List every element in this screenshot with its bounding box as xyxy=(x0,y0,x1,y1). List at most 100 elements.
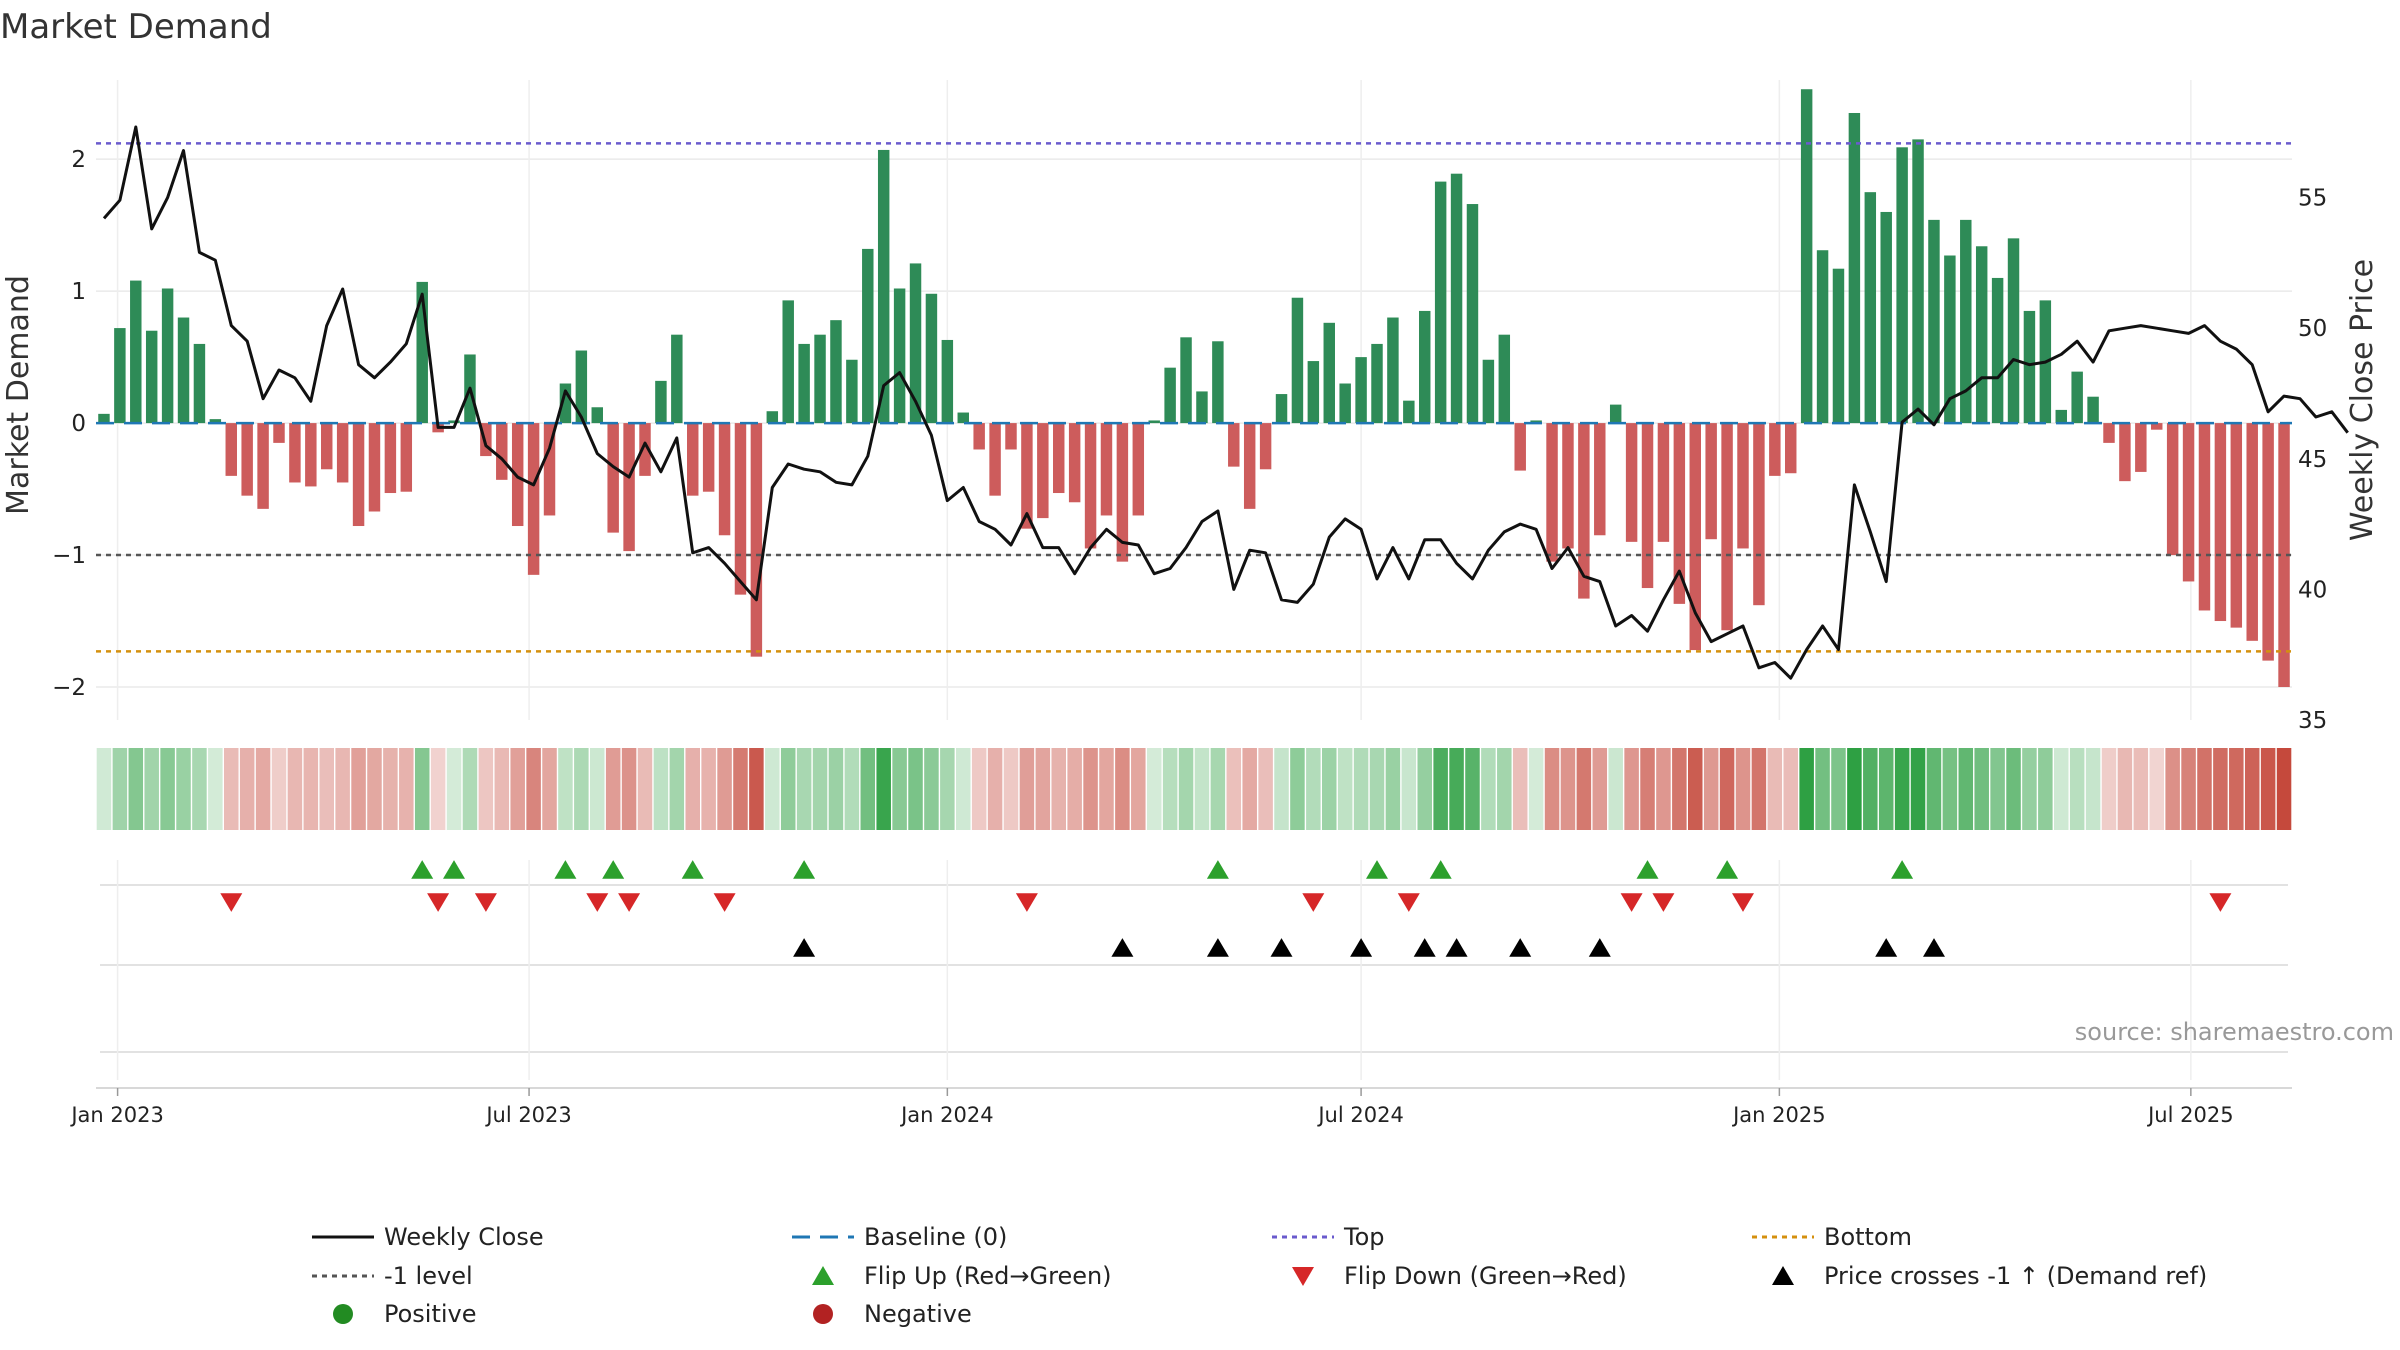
demand-bar-negative xyxy=(1594,423,1606,536)
legend-label-top: Top xyxy=(1343,1223,1385,1251)
demand-bar-negative xyxy=(511,423,524,527)
demand-bar-negative xyxy=(973,423,985,450)
heat-cell xyxy=(574,748,589,830)
heat-cell xyxy=(1067,748,1082,830)
heat-cell xyxy=(1942,748,1958,830)
heat-cell xyxy=(1162,748,1178,830)
heat-cell xyxy=(1767,748,1783,830)
heat-cell xyxy=(605,748,621,830)
legend-swatch-positive xyxy=(333,1304,353,1324)
demand-bar-positive xyxy=(1434,181,1447,424)
heat-cell xyxy=(1401,748,1417,830)
demand-bar-positive xyxy=(575,350,588,424)
heat-cell xyxy=(1576,748,1592,830)
legend-label-positive: Positive xyxy=(384,1300,477,1328)
heat-cell xyxy=(1863,748,1878,830)
flip-down-marker xyxy=(1302,893,1325,912)
heat-cell xyxy=(542,748,557,830)
flip-up-marker xyxy=(602,860,625,879)
heat-cell xyxy=(1497,748,1512,830)
heat-cell xyxy=(1083,748,1098,830)
heat-cell xyxy=(1194,748,1210,830)
legend-label-baseline: Baseline (0) xyxy=(864,1223,1007,1251)
heat-cell xyxy=(1369,748,1385,830)
price-cross-marker xyxy=(1111,938,1134,957)
flip-down-marker xyxy=(427,893,450,912)
heat-cell xyxy=(940,748,955,830)
heat-cell xyxy=(383,748,398,830)
heat-cell xyxy=(1512,748,1528,830)
price-cross-marker xyxy=(1923,938,1945,957)
y-axis-label-left: Market Demand xyxy=(1,275,36,515)
heat-cell xyxy=(478,748,494,830)
heat-cell xyxy=(685,748,700,830)
demand-bar-positive xyxy=(1291,297,1304,424)
flip-down-marker xyxy=(618,893,641,912)
legend-swatch-flip-down xyxy=(1292,1267,1314,1286)
demand-bar-negative xyxy=(1514,423,1526,471)
heat-cell xyxy=(1178,748,1194,830)
demand-bar-negative xyxy=(1578,423,1590,599)
legend-label-weekly-close: Weekly Close xyxy=(384,1223,544,1251)
heat-cell xyxy=(2038,748,2053,830)
flip-up-marker xyxy=(1716,860,1739,879)
demand-bar-positive xyxy=(1403,400,1415,424)
heat-cell xyxy=(144,748,159,830)
x-tick-label: Jan 2025 xyxy=(1731,1103,1826,1127)
demand-bar-negative xyxy=(1021,423,1033,529)
heat-cell xyxy=(701,748,716,830)
heat-cell xyxy=(2022,748,2037,830)
heat-cell xyxy=(717,748,732,830)
heat-cell xyxy=(1322,748,1337,830)
heat-cell xyxy=(1226,748,1242,830)
demand-bar-negative xyxy=(1005,423,1017,450)
demand-bar-negative xyxy=(2135,423,2147,472)
flip-up-marker xyxy=(1429,860,1452,879)
heat-cell xyxy=(908,748,923,830)
heat-cell xyxy=(399,748,414,830)
heat-cell xyxy=(2069,748,2085,830)
heat-cell xyxy=(1337,748,1353,830)
heat-cell xyxy=(1353,748,1369,830)
heat-cell xyxy=(1528,748,1544,830)
flip-up-marker xyxy=(1206,860,1229,879)
demand-bar-negative xyxy=(1769,423,1781,476)
demand-bar-positive xyxy=(193,343,206,424)
demand-bar-positive xyxy=(941,339,954,424)
heat-cell xyxy=(780,748,796,830)
heat-cell xyxy=(1592,748,1608,830)
heat-cell xyxy=(653,748,669,830)
demand-bar-positive xyxy=(114,328,126,424)
demand-bar-negative xyxy=(1228,423,1240,467)
heat-cell xyxy=(1306,748,1321,830)
demand-bar-negative xyxy=(336,423,349,483)
demand-bar-negative xyxy=(734,423,747,595)
heat-cell xyxy=(526,748,541,830)
demand-bar-negative xyxy=(480,423,492,457)
demand-bar-positive xyxy=(2055,409,2067,424)
flip-down-marker xyxy=(2209,893,2232,912)
demand-bar-negative xyxy=(989,423,1001,496)
demand-bar-negative xyxy=(1657,423,1670,542)
demand-bar-positive xyxy=(1196,391,1208,424)
y-axis-label-right: Weekly Close Price xyxy=(2345,259,2380,541)
x-tick-label: Jan 2023 xyxy=(69,1103,164,1127)
demand-bar-negative xyxy=(496,423,508,480)
demand-bar-negative xyxy=(368,423,381,512)
demand-bar-positive xyxy=(925,293,938,424)
demand-bar-positive xyxy=(1307,361,1320,424)
demand-bar-positive xyxy=(1944,255,1956,424)
demand-bar-positive xyxy=(1991,277,2004,424)
heat-cell xyxy=(1035,748,1051,830)
demand-bar-positive xyxy=(1371,343,1383,424)
demand-bar-negative xyxy=(305,423,317,487)
heat-cell xyxy=(1735,748,1751,830)
legend-label-flip-up: Flip Up (Red→Green) xyxy=(864,1262,1112,1290)
demand-bar-negative xyxy=(750,423,763,657)
heat-cell xyxy=(1910,748,1926,830)
heat-cell xyxy=(208,748,223,830)
heat-cell xyxy=(1019,748,1035,830)
heat-cell xyxy=(1051,748,1066,830)
heat-cell xyxy=(1990,748,2005,830)
demand-bar-negative xyxy=(1084,423,1097,549)
